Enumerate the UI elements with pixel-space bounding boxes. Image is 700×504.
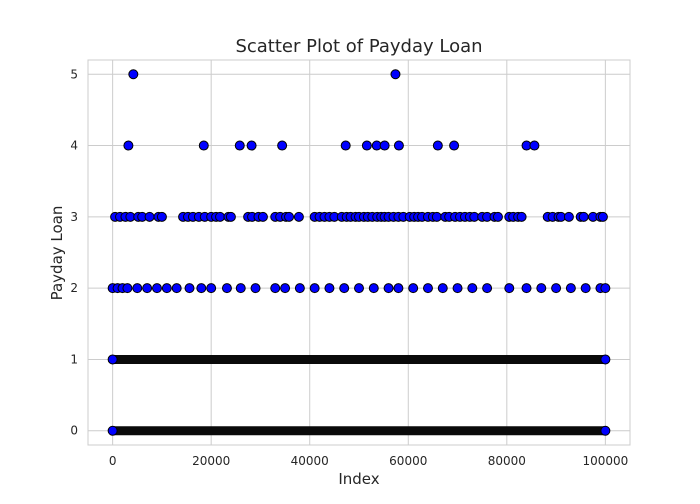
scatter-point (600, 283, 611, 294)
scatter-point (578, 211, 589, 222)
scatter-point (529, 140, 540, 151)
scatter-point (309, 283, 320, 294)
y-tick-label: 3 (70, 210, 78, 224)
scatter-points (107, 69, 611, 436)
plot-frame (87, 59, 631, 446)
scatter-point (144, 211, 155, 222)
scatter-point (151, 283, 162, 294)
scatter-point (467, 283, 478, 294)
x-tick-labels: 0 20000 40000 60000 80000 100000 (109, 454, 628, 468)
scatter-point (482, 283, 493, 294)
scatter-point (284, 211, 295, 222)
x-tick-label: 0 (109, 454, 117, 468)
y-tick-label: 2 (70, 281, 78, 295)
scatter-point (379, 140, 390, 151)
scatter-point (324, 283, 335, 294)
scatter-point (383, 283, 394, 294)
scatter-point (565, 283, 576, 294)
scatter-point (234, 140, 245, 151)
scatter-point (354, 283, 364, 294)
x-tick-label: 40000 (291, 454, 329, 468)
scatter-point (161, 283, 172, 294)
x-tick-label: 60000 (389, 454, 427, 468)
scatter-point (107, 354, 118, 365)
dense-point-band (108, 426, 610, 436)
scatter-point (156, 211, 167, 222)
x-axis-label: Index (338, 470, 379, 488)
scatter-point (600, 354, 611, 365)
x-tick-label: 100000 (582, 454, 628, 468)
scatter-point (390, 69, 401, 80)
scatter-point (257, 211, 268, 222)
scatter-point (132, 283, 143, 294)
y-axis-label: Payday Loan (48, 206, 66, 301)
scatter-point (142, 283, 153, 294)
chart-title: Scatter Plot of Payday Loan (235, 36, 482, 57)
scatter-point (551, 283, 562, 294)
grid (88, 60, 630, 445)
scatter-point (198, 140, 209, 151)
dense-point-bands (108, 354, 610, 436)
scatter-point (597, 211, 608, 222)
scatter-point (107, 425, 118, 436)
scatter-point (250, 283, 261, 294)
scatter-point (563, 211, 574, 222)
scatter-point (431, 211, 442, 222)
scatter-point (536, 283, 547, 294)
scatter-point (122, 283, 133, 294)
scatter-point (340, 140, 351, 151)
y-tick-label: 1 (70, 352, 78, 366)
scatter-point (600, 425, 611, 436)
scatter-point (123, 140, 134, 151)
y-tick-label: 4 (70, 139, 78, 153)
scatter-point (516, 211, 527, 222)
y-tick-labels: 0 1 2 3 4 5 (70, 67, 78, 437)
scatter-point (580, 283, 591, 294)
scatter-point (361, 140, 372, 151)
scatter-point (293, 211, 304, 222)
scatter-point (294, 283, 305, 294)
scatter-point (452, 283, 463, 294)
scatter-point (206, 283, 217, 294)
x-tick-label: 20000 (192, 454, 230, 468)
scatter-point (521, 283, 532, 294)
scatter-point (221, 283, 232, 294)
dense-point-band (108, 354, 610, 364)
y-tick-label: 0 (70, 424, 78, 438)
scatter-point (492, 211, 503, 222)
scatter-point (408, 283, 419, 294)
scatter-point (280, 283, 291, 294)
scatter-point (235, 283, 246, 294)
scatter-point (449, 140, 460, 151)
scatter-point (196, 283, 207, 294)
scatter-point (171, 283, 182, 294)
scatter-point (215, 211, 226, 222)
scatter-point (432, 140, 443, 151)
scatter-point (393, 283, 404, 294)
scatter-point (437, 283, 448, 294)
x-tick-label: 80000 (488, 454, 526, 468)
y-tick-label: 5 (70, 67, 78, 81)
scatter-point (270, 283, 281, 294)
scatter-point (504, 283, 515, 294)
scatter-point (422, 283, 433, 294)
scatter-point (368, 283, 379, 294)
scatter-point (246, 140, 257, 151)
scatter-point (339, 283, 350, 294)
scatter-point (225, 211, 236, 222)
scatter-point (128, 69, 139, 80)
scatter-point (393, 140, 404, 151)
scatter-point (277, 140, 288, 151)
scatter-point (184, 283, 195, 294)
